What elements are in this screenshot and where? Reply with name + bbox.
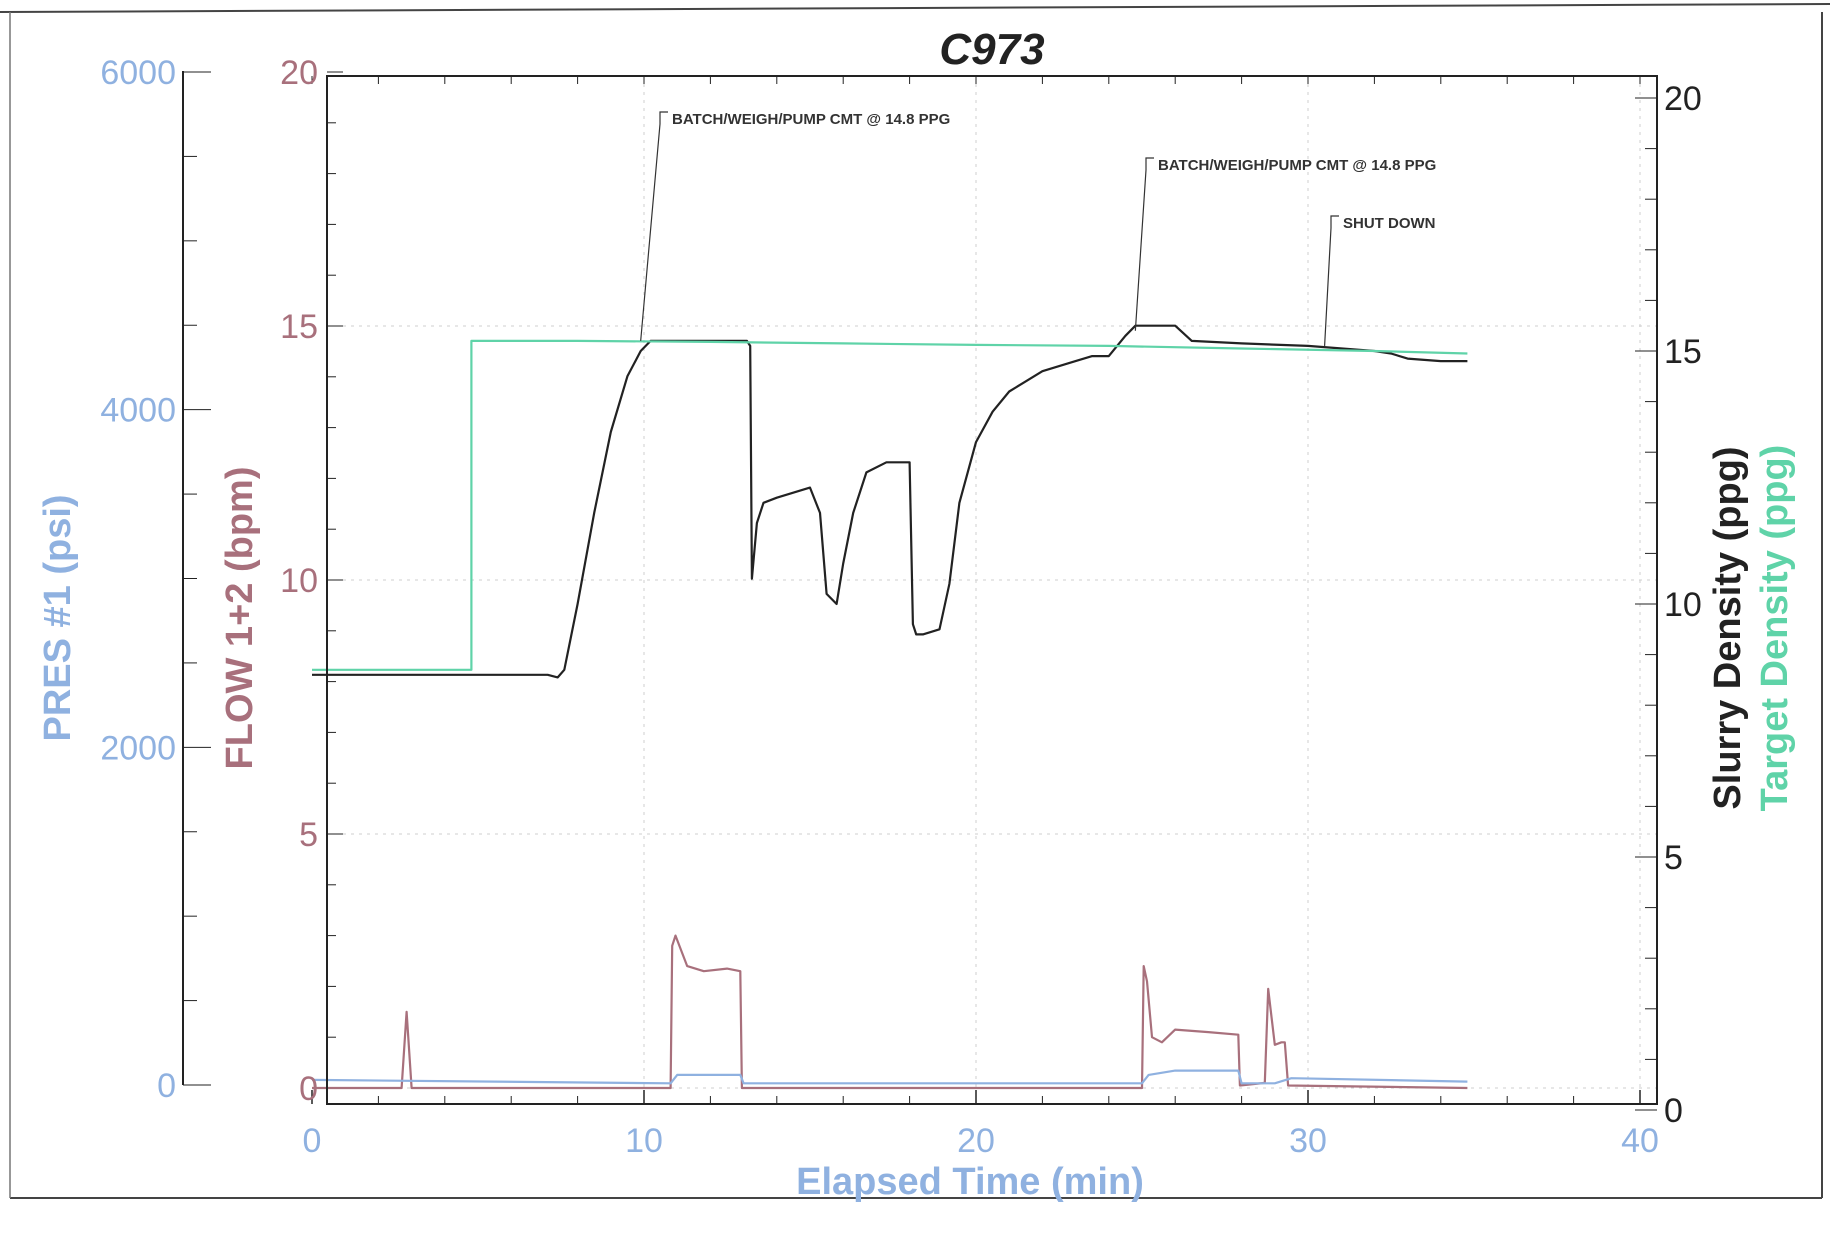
x-tick-labels: 0 10 20 30 40	[303, 1122, 1659, 1160]
slurry-density-axis-label: Slurry Density (ppg)	[1707, 446, 1749, 809]
density-tick-labels: 0 5 10 15 20	[1664, 80, 1702, 1130]
annotation-label-2: SHUT DOWN	[1343, 215, 1436, 232]
pres-tick-label-1: 2000	[100, 729, 176, 767]
annotations-group: BATCH/WEIGH/PUMP CMT @ 14.8 PPG BATCH/WEI…	[640, 111, 1436, 346]
target-density-axis-label: Target Density (ppg)	[1754, 445, 1796, 812]
x-tick-label-2: 20	[957, 1122, 995, 1160]
pres-tick-labels: 0 2000 4000 6000	[100, 54, 176, 1105]
grid-lines	[327, 76, 1657, 1104]
x-tick-label-0: 0	[303, 1122, 322, 1160]
plot-frame	[326, 75, 1658, 1105]
density-tick-label-1: 5	[1664, 839, 1683, 877]
annotation-leader-1	[1134, 157, 1154, 331]
flow-tick-label-3: 15	[280, 308, 318, 346]
series-line-slurry-density-ppg	[312, 324, 1468, 679]
pres-axis-label: PRES #1 (psi)	[37, 494, 79, 741]
series-line-pres-1-psi	[311, 1069, 1468, 1085]
annotation-label-1: BATCH/WEIGH/PUMP CMT @ 14.8 PPG	[1158, 157, 1436, 174]
series-line-target-density-ppg	[312, 339, 1468, 671]
pres-tick-label-2: 4000	[100, 392, 176, 430]
chart-title: C973	[939, 25, 1044, 74]
flow-tick-label-0: 0	[299, 1070, 318, 1108]
density-tick-label-3: 15	[1664, 333, 1702, 371]
series-line-flow-1-2-bpm	[312, 934, 1468, 1090]
flow-tick-labels: 0 5 10 15 20	[280, 54, 318, 1108]
flow-tick-label-2: 10	[280, 562, 318, 600]
pres-tick-label-3: 6000	[100, 54, 176, 92]
series-group	[311, 324, 1468, 1090]
flow-tick-label-1: 5	[299, 816, 318, 854]
x-tick-label-3: 30	[1289, 1122, 1327, 1160]
density-tick-label-0: 0	[1664, 1092, 1683, 1130]
x-tick-label-4: 40	[1621, 1122, 1659, 1160]
annotation-label-0: BATCH/WEIGH/PUMP CMT @ 14.8 PPG	[672, 111, 950, 128]
annotation-leader-0	[640, 111, 668, 341]
x-axis-label: Elapsed Time (min)	[796, 1161, 1144, 1203]
pres-tick-label-0: 0	[157, 1067, 176, 1105]
density-tick-label-4: 20	[1664, 80, 1702, 118]
flow-axis-label: FLOW 1+2 (bpm)	[219, 467, 261, 770]
density-tick-label-2: 10	[1664, 586, 1702, 624]
page-border-top	[0, 3, 1830, 13]
x-tick-label-1: 10	[625, 1122, 663, 1160]
flow-tick-label-4: 20	[280, 54, 318, 92]
annotation-leader-2	[1324, 215, 1339, 346]
tick-marks	[183, 71, 1657, 1111]
